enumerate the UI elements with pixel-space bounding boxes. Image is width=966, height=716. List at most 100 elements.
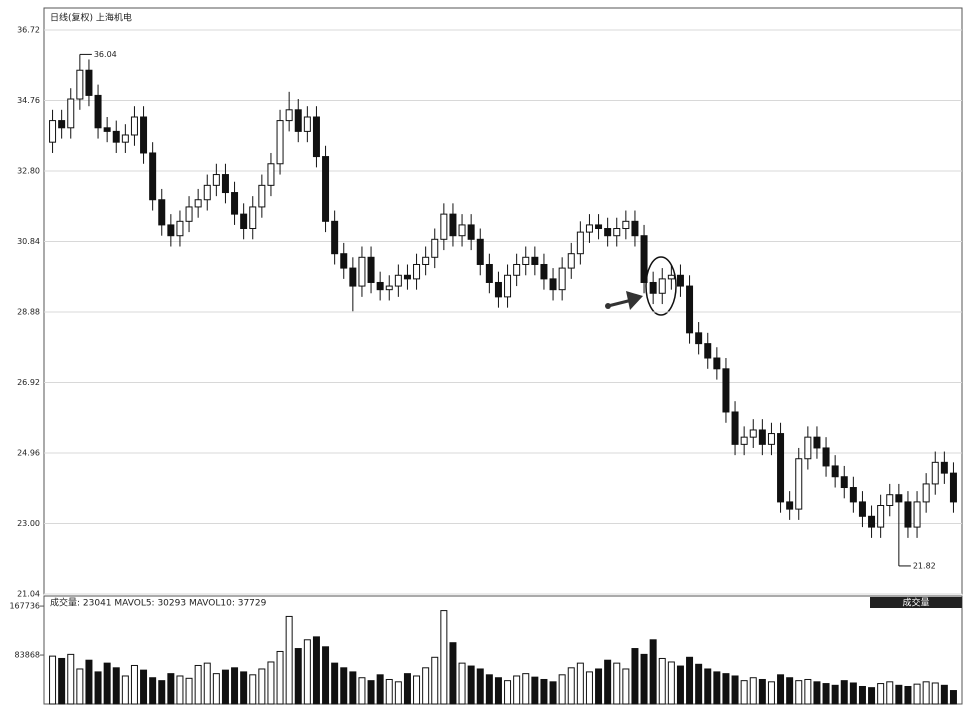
candle-body: [631, 220, 639, 237]
candle-body: [786, 501, 794, 510]
candle-body: [231, 192, 239, 215]
candle-body: [358, 256, 366, 287]
candle-body: [376, 281, 384, 291]
volume-bar: [267, 661, 275, 705]
volume-button-bg: [870, 597, 962, 608]
arrow: [605, 291, 643, 310]
candle-body: [130, 116, 138, 136]
volume-bar: [422, 667, 430, 705]
volume-bar: [449, 642, 457, 705]
volume-bar: [76, 668, 84, 705]
volume-bar: [604, 659, 612, 705]
volume-bar: [112, 667, 120, 705]
candle-body: [540, 263, 548, 280]
volume-bar: [767, 681, 775, 705]
candle-body: [476, 238, 484, 265]
volume-bar: [576, 662, 584, 705]
volume-bar: [340, 667, 348, 705]
candle-body: [858, 501, 866, 517]
candle-body: [185, 206, 193, 222]
volume-bar: [949, 690, 957, 705]
volume-bar: [740, 680, 748, 705]
volume-bar: [531, 676, 539, 705]
volume-bar: [103, 662, 111, 705]
candle-body: [804, 436, 812, 460]
candle-body: [895, 494, 903, 503]
candle-body: [513, 263, 521, 276]
candle-body: [158, 199, 166, 226]
volume-tick-label: 167736: [9, 602, 40, 611]
candle-body: [149, 152, 157, 201]
candle-body: [576, 231, 584, 255]
candle-body: [522, 256, 530, 265]
candle-body: [922, 483, 930, 503]
candle-body: [285, 109, 293, 122]
candle-body: [303, 116, 311, 132]
volume-bar: [849, 682, 857, 705]
candle-body: [221, 174, 229, 194]
volume-bar: [540, 678, 548, 705]
volume-bar: [886, 681, 894, 705]
y-tick-label: 21.04: [17, 590, 40, 599]
volume-bar: [813, 681, 821, 705]
candle-body: [904, 501, 912, 528]
volume-bar: [731, 675, 739, 705]
candle-body: [931, 461, 939, 485]
candle-body: [312, 116, 320, 158]
candle-body: [194, 199, 202, 208]
volume-bar: [276, 650, 284, 705]
y-tick-label: 34.76: [17, 96, 40, 105]
candle-body: [840, 476, 848, 489]
candle-body: [940, 461, 948, 474]
candle-body: [340, 253, 348, 269]
y-tick-label: 28.88: [17, 307, 40, 316]
volume-bar: [695, 663, 703, 705]
candle-body: [695, 332, 703, 345]
volume-bar: [385, 678, 393, 705]
volume-bar: [431, 656, 439, 705]
candle-body: [49, 120, 57, 143]
volume-bar: [686, 656, 694, 705]
candle-body: [585, 224, 593, 233]
volume-bar: [322, 646, 330, 705]
volume-bar: [149, 677, 157, 705]
volume-bar: [522, 673, 530, 705]
volume-bar: [722, 673, 730, 705]
volume-bar: [413, 675, 421, 705]
candle-body: [249, 206, 257, 230]
candle-body: [385, 285, 393, 291]
volume-bar: [913, 683, 921, 705]
volume-bar: [931, 682, 939, 705]
volume-bar: [303, 639, 311, 705]
volume-bar: [185, 677, 193, 705]
candle-body: [331, 220, 339, 255]
y-tick-label: 24.96: [17, 448, 40, 457]
candle-body: [367, 256, 375, 283]
candle-body: [567, 253, 575, 269]
volume-bar: [658, 657, 666, 705]
candle-body: [267, 163, 275, 186]
candle-body: [349, 267, 357, 287]
candle-body: [203, 184, 211, 201]
candle-body: [831, 465, 839, 478]
volume-bar: [467, 665, 475, 705]
volume-bar: [558, 674, 566, 705]
candle-body: [949, 472, 957, 503]
candle-body: [458, 224, 466, 237]
volume-bar: [285, 615, 293, 705]
candle-body: [467, 224, 475, 240]
volume-bar: [858, 685, 866, 705]
volume-bar: [922, 681, 930, 705]
candle-body: [640, 235, 648, 283]
volume-bar: [831, 684, 839, 705]
volume-bar: [840, 680, 848, 705]
volume-bar: [140, 669, 148, 705]
volume-bar: [294, 648, 302, 705]
volume-bar: [585, 671, 593, 705]
y-tick-label: 26.92: [17, 378, 40, 387]
candle-body: [294, 109, 302, 132]
volume-bar: [49, 655, 57, 705]
volume-bar: [758, 678, 766, 705]
volume-bar: [367, 680, 375, 705]
